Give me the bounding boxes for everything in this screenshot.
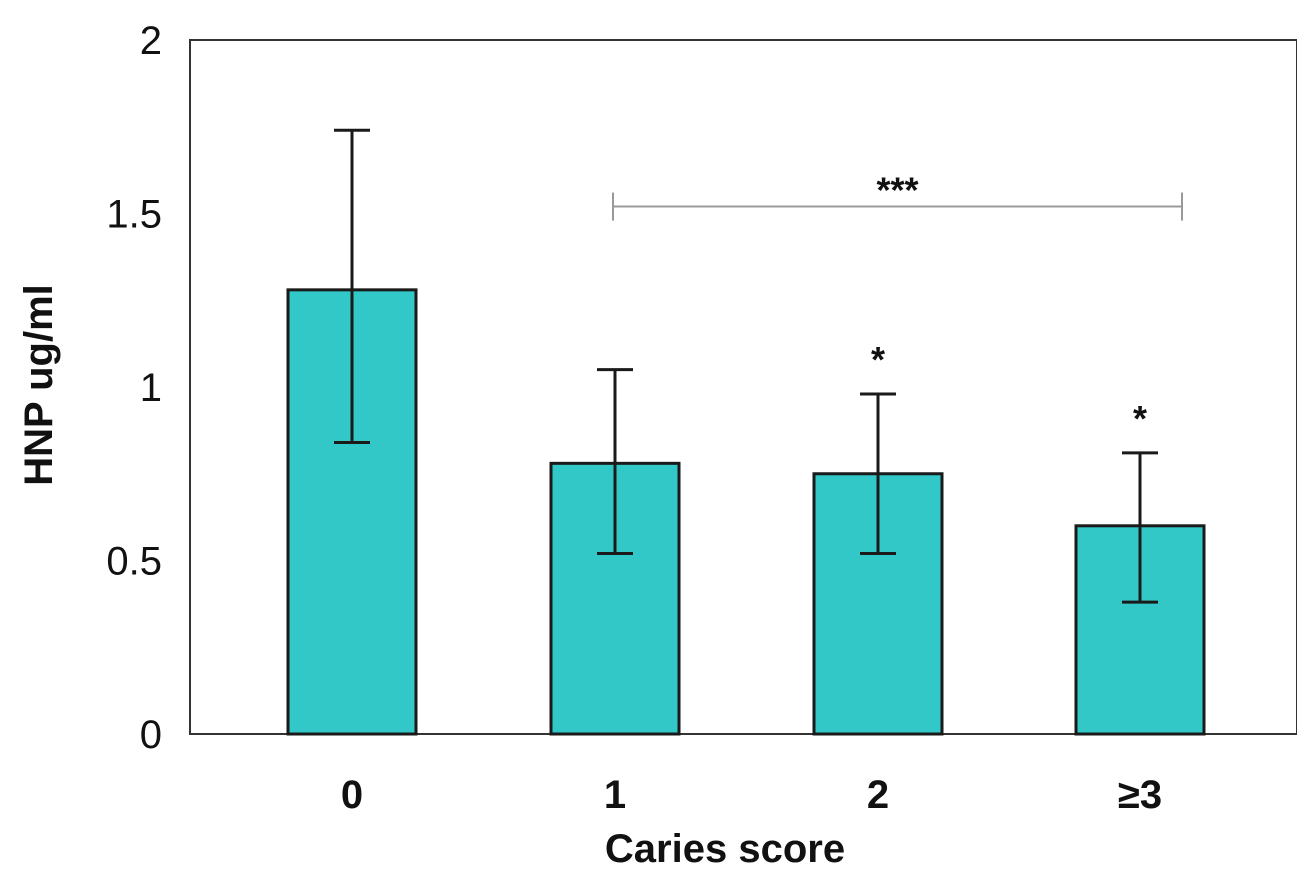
y-tick-label: 0.5 (106, 540, 162, 584)
y-tick-label: 2 (140, 19, 162, 63)
x-tick-label: 0 (341, 773, 363, 817)
y-tick-label: 1.5 (106, 193, 162, 237)
bars-group (286, 288, 1206, 736)
significance-bracket-label: *** (876, 170, 918, 211)
plot-area-frame (189, 39, 1297, 735)
significance-marker: * (871, 339, 885, 380)
y-axis-title: HNP ug/ml (17, 284, 61, 486)
x-tick-label: 2 (867, 773, 889, 817)
x-tick-label: 1 (604, 773, 626, 817)
y-tick-label: 1 (140, 366, 162, 410)
annotations-group: ***** (612, 170, 1183, 439)
x-tick-label: ≥3 (1118, 773, 1162, 817)
y-tick-label: 0 (140, 713, 162, 757)
y-axis-ticks: 0 0.5 1 1.5 2 (106, 19, 162, 757)
error-bars-group (334, 128, 1158, 604)
significance-marker: * (1133, 398, 1147, 439)
x-axis-title: Caries score (605, 827, 845, 869)
x-axis-ticks: 0 1 2 ≥3 (341, 773, 1162, 817)
